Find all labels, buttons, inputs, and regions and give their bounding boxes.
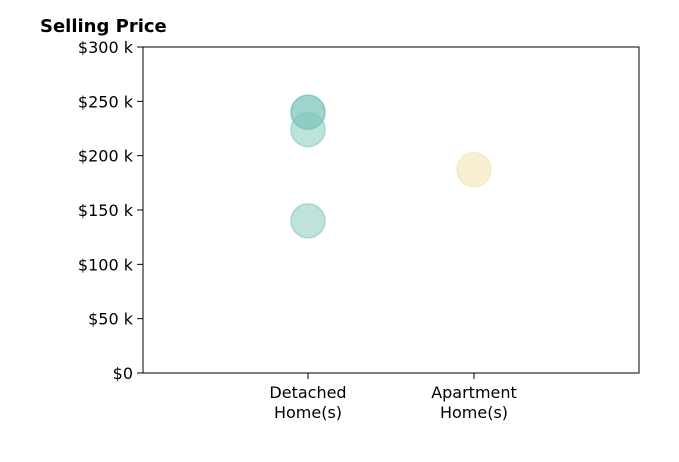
chart-title: Selling Price [40,16,167,37]
y-axis: $0 $50 k $100 k $150 k $200 k $250 k $300 k [78,38,143,383]
y-tick-label: $100 k [78,255,134,274]
data-point [290,203,326,239]
y-tick-label: $0 [113,364,133,383]
y-tick-label: $50 k [88,310,134,329]
x-tick-label: Home(s) [440,403,508,422]
data-point [456,152,492,188]
y-tick-label: $150 k [78,201,134,220]
y-tick-label: $300 k [78,38,134,57]
plot-frame [142,46,640,374]
data-point [290,111,326,148]
data-points [290,94,492,239]
y-tick-label: $250 k [78,92,134,111]
x-tick-label: Apartment [431,383,517,402]
x-tick-label: Home(s) [274,403,342,422]
x-tick-label: Detached [269,383,346,402]
y-tick-label: $200 k [78,147,134,166]
